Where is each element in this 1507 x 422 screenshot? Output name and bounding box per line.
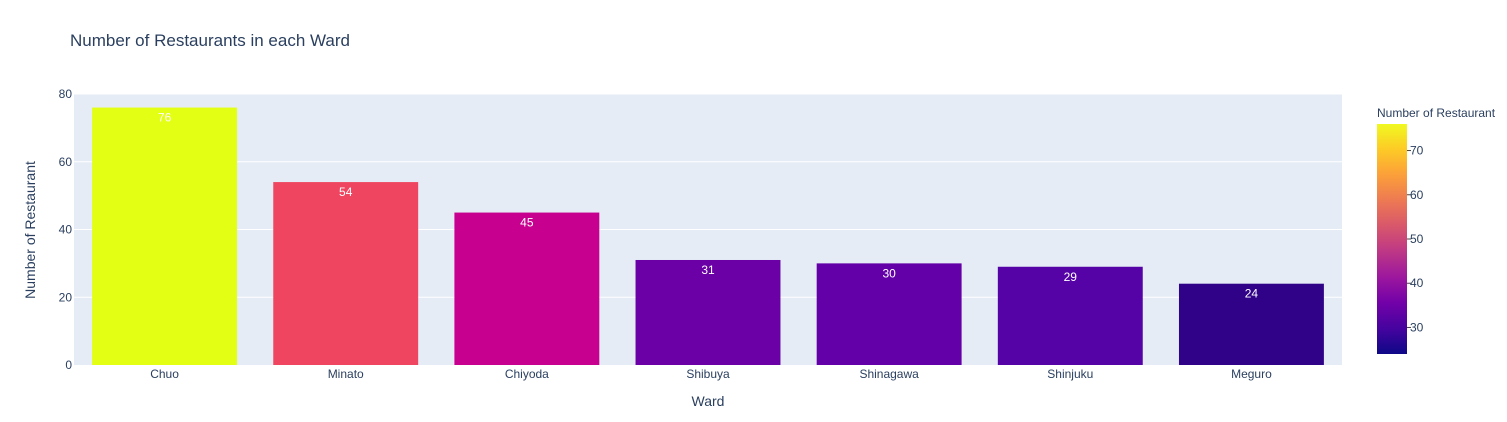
bar-shibuya[interactable]: [635, 259, 781, 365]
chart-title: Number of Restaurants in each Ward: [70, 31, 350, 50]
x-tick-label: Meguro: [1231, 367, 1272, 381]
colorbar: Number of Restaurant 30 40 50 60 70: [1377, 106, 1496, 354]
x-tick-label: Chiyoda: [505, 367, 549, 381]
bar-value-label: 29: [1064, 270, 1078, 284]
bar-value-label: 54: [339, 185, 353, 199]
x-tick-label: Shinjuku: [1047, 367, 1093, 381]
bar-value-label: 30: [882, 266, 896, 280]
bar-value-label: 45: [520, 216, 534, 230]
colorbar-title: Number of Restaurant: [1377, 106, 1496, 120]
bar-shinagawa[interactable]: [816, 263, 962, 365]
bar-value-label: 24: [1245, 287, 1259, 301]
bar-chiyoda[interactable]: [454, 212, 600, 365]
bar-value-label: 76: [158, 111, 172, 125]
colorbar-tick-label: 50: [1410, 232, 1424, 246]
colorbar-scale: [1377, 124, 1407, 354]
x-tick-label: Shibuya: [686, 367, 730, 381]
bar-chuo[interactable]: [92, 107, 238, 366]
y-tick-label: 60: [59, 155, 73, 169]
colorbar-tick-label: 70: [1410, 144, 1424, 158]
bar-minato[interactable]: [273, 182, 419, 365]
x-axis-ticks: Chuo Minato Chiyoda Shibuya Shinagawa Shinjuk…: [150, 367, 1272, 381]
x-tick-label: Minato: [328, 367, 364, 381]
y-axis-ticks: 0 20 40 60 80: [59, 87, 73, 372]
bar-meguro[interactable]: [1178, 283, 1324, 365]
y-tick-label: 80: [59, 87, 73, 101]
x-tick-label: Shinagawa: [859, 367, 919, 381]
x-tick-label: Chuo: [150, 367, 179, 381]
bar-value-label: 31: [701, 263, 715, 277]
colorbar-tick-label: 60: [1410, 188, 1424, 202]
bar-shinjuku[interactable]: [997, 266, 1143, 365]
x-axis-title: Ward: [692, 393, 725, 409]
y-tick-label: 0: [65, 358, 72, 372]
bars: 76 54 45 31 30 29 24: [92, 107, 1324, 366]
y-axis-title: Number of Restaurant: [22, 161, 38, 299]
colorbar-ticks: 30 40 50 60 70: [1407, 144, 1424, 334]
y-tick-label: 20: [59, 290, 73, 304]
colorbar-tick-label: 30: [1410, 320, 1424, 334]
y-tick-label: 40: [59, 223, 73, 237]
colorbar-tick-label: 40: [1410, 276, 1424, 290]
